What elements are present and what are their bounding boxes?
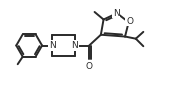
Text: O: O xyxy=(86,62,93,71)
Text: N: N xyxy=(72,41,78,50)
Text: N: N xyxy=(49,41,56,50)
Text: N: N xyxy=(113,9,119,18)
Text: O: O xyxy=(126,17,133,26)
